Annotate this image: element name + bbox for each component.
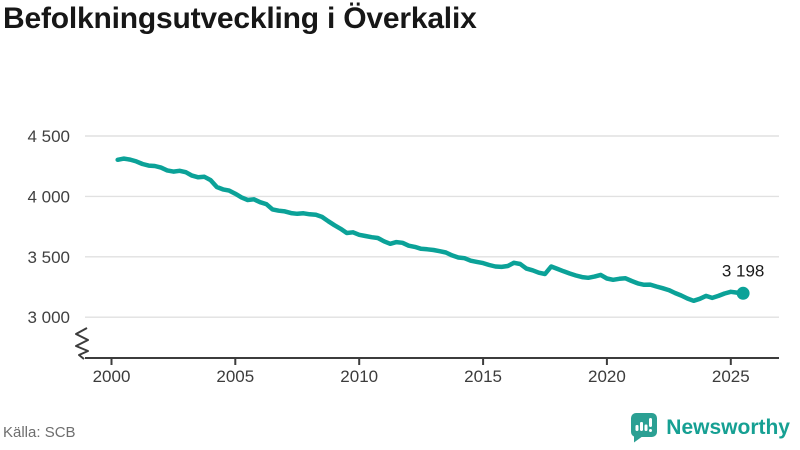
chart-title: Befolkningsutveckling i Överkalix (3, 2, 477, 35)
y-tick-label: 3 500 (27, 248, 70, 267)
x-tick-label: 2015 (464, 367, 502, 386)
x-tick-label: 2000 (93, 367, 131, 386)
x-tick-label: 2020 (588, 367, 626, 386)
end-point-marker (736, 286, 750, 300)
newsworthy-logo: Newsworthy (630, 412, 790, 443)
newsworthy-logo-icon (631, 413, 658, 443)
y-tick-label: 4 000 (27, 187, 70, 206)
x-tick-label: 2005 (216, 367, 254, 386)
source-label: Källa: SCB (3, 424, 76, 441)
newsworthy-logo-text: Newsworthy (666, 415, 790, 439)
y-tick-label: 3 000 (27, 308, 70, 327)
population-line (115, 156, 746, 304)
x-tick-label: 2010 (340, 367, 378, 386)
x-tick-label: 2025 (712, 367, 750, 386)
y-tick-label: 4 500 (27, 127, 70, 146)
axis-break-icon (75, 327, 89, 360)
end-value-label: 3 198 (722, 261, 765, 280)
